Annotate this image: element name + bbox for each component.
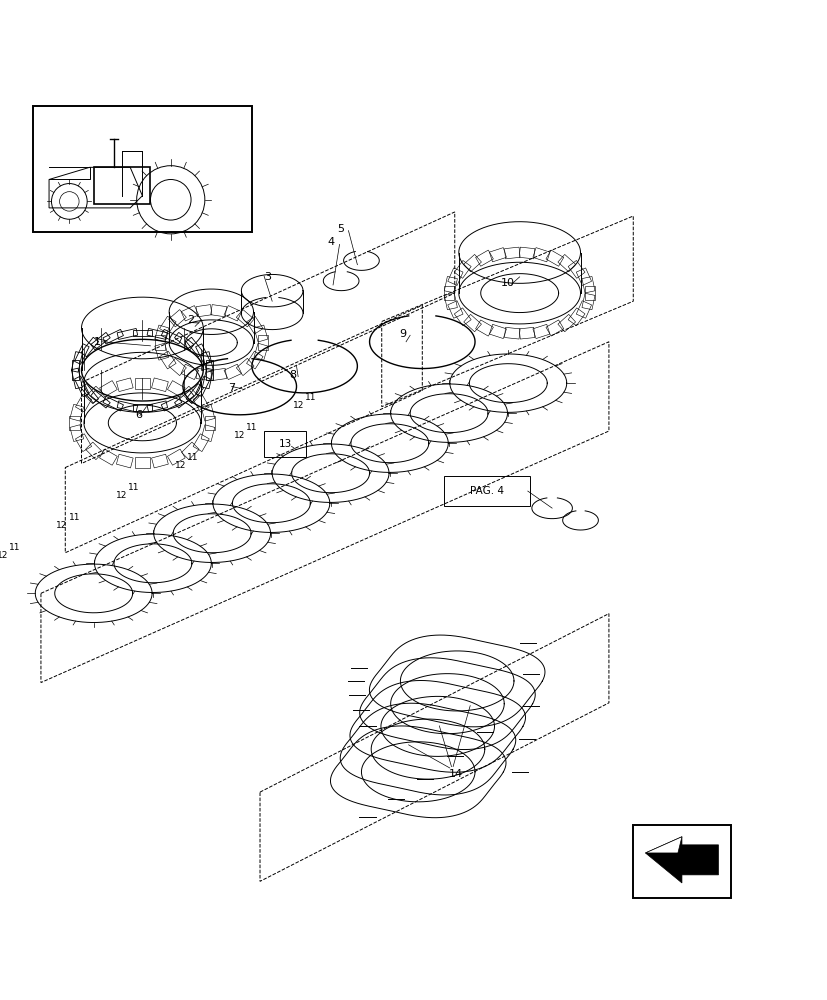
Text: 11: 11 xyxy=(9,543,21,552)
Text: 11: 11 xyxy=(127,483,139,492)
Polygon shape xyxy=(645,837,718,883)
Text: 11: 11 xyxy=(69,513,80,522)
Text: 12: 12 xyxy=(293,401,304,410)
Text: 8: 8 xyxy=(289,370,296,380)
Polygon shape xyxy=(645,837,681,853)
Text: 12: 12 xyxy=(174,461,186,470)
Text: 2: 2 xyxy=(187,315,194,325)
Text: 12: 12 xyxy=(0,551,8,560)
Text: 14: 14 xyxy=(449,769,463,779)
Text: 10: 10 xyxy=(500,278,514,288)
Text: 12: 12 xyxy=(56,521,68,530)
Text: 7: 7 xyxy=(227,383,235,393)
Text: 6: 6 xyxy=(135,410,141,420)
Text: 11: 11 xyxy=(187,453,198,462)
Text: 5: 5 xyxy=(337,224,344,234)
Text: 1: 1 xyxy=(94,337,101,347)
Text: 11: 11 xyxy=(246,423,257,432)
Text: PAG. 4: PAG. 4 xyxy=(470,486,504,496)
Text: 12: 12 xyxy=(234,431,245,440)
Text: 4: 4 xyxy=(327,237,334,247)
Text: 3: 3 xyxy=(265,272,271,282)
Text: 13: 13 xyxy=(278,439,291,449)
Text: 11: 11 xyxy=(305,393,317,402)
Text: 9: 9 xyxy=(399,329,406,339)
Text: 12: 12 xyxy=(116,491,127,500)
